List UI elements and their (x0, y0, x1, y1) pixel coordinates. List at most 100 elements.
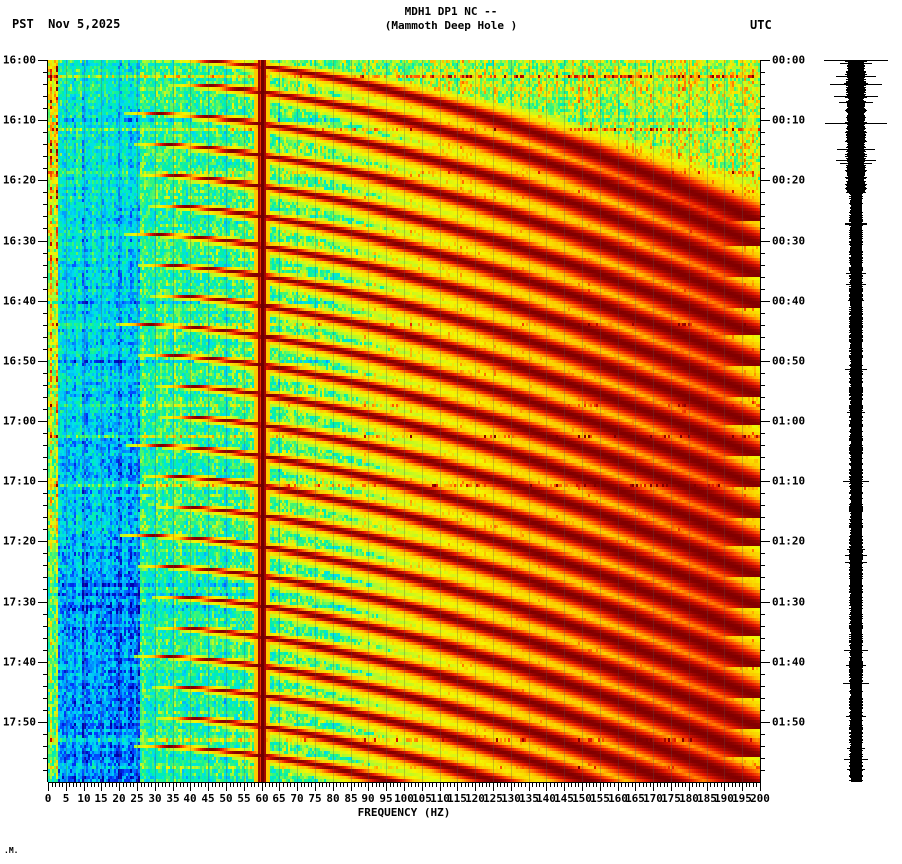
utc-axis-label: 01:20 (772, 534, 806, 548)
frequency-axis-tick (447, 782, 448, 787)
frequency-axis-tick (692, 782, 693, 787)
frequency-axis-tick (397, 782, 398, 787)
frequency-axis-tick (468, 782, 469, 787)
frequency-axis-tick (233, 782, 234, 787)
utc-axis-label: 00:10 (772, 113, 806, 127)
frequency-axis-tick (610, 782, 611, 787)
frequency-axis-label: 25 (130, 792, 144, 805)
frequency-axis-tick (618, 782, 619, 791)
frequency-axis-tick (80, 782, 81, 787)
frequency-axis: 0 5 10 15 20 25 30 35 40 45 50 55 60 65 70 75 80 85 90 95 10… (45, 782, 770, 822)
frequency-axis-tick (596, 782, 597, 787)
utc-axis-minor-tick (760, 565, 765, 566)
frequency-axis-tick (109, 782, 110, 787)
header-bar: PST Nov 5,2025 MDH1 DP1 NC -- (Mammoth D… (0, 0, 902, 52)
frequency-axis-tick (507, 782, 508, 787)
frequency-axis-label: 10 (77, 792, 91, 805)
pst-axis-minor-tick (43, 493, 48, 494)
utc-axis-minor-tick (760, 349, 765, 350)
utc-axis-major-tick (760, 60, 770, 61)
frequency-axis-label: 140 (536, 792, 556, 805)
frequency-axis-tick (721, 782, 722, 787)
frequency-axis-label: 45 (201, 792, 215, 805)
frequency-axis-tick (429, 782, 430, 787)
frequency-axis-tick (436, 782, 437, 787)
frequency-axis-tick (593, 782, 594, 787)
frequency-axis-tick (696, 782, 697, 787)
frequency-axis-tick (91, 782, 92, 787)
utc-axis-minor-tick (760, 734, 765, 735)
frequency-axis-tick (550, 782, 551, 787)
frequency-axis-tick (521, 782, 522, 787)
utc-axis-major-tick (760, 361, 770, 362)
frequency-axis-tick (279, 782, 280, 791)
frequency-axis-tick (472, 782, 473, 787)
utc-axis-minor-tick (760, 614, 765, 615)
pst-axis-minor-tick (43, 553, 48, 554)
frequency-axis-label: 165 (625, 792, 645, 805)
frequency-axis-tick (742, 782, 743, 791)
utc-axis-minor-tick (760, 132, 765, 133)
pst-axis-label: 17:30 (2, 595, 36, 609)
utc-axis-minor-tick (760, 216, 765, 217)
frequency-axis-label: 135 (519, 792, 539, 805)
utc-axis-label: 01:40 (772, 655, 806, 669)
frequency-axis-label: 20 (112, 792, 126, 805)
frequency-axis-tick (319, 782, 320, 787)
frequency-axis-tick (158, 782, 159, 787)
frequency-axis-label: 130 (501, 792, 521, 805)
utc-axis-minor-tick (760, 228, 765, 229)
frequency-axis-tick (365, 782, 366, 787)
frequency-axis-label: 185 (697, 792, 717, 805)
utc-axis-minor-tick (760, 409, 765, 410)
frequency-axis-tick (586, 782, 587, 787)
frequency-axis-tick (290, 782, 291, 787)
utc-axis-minor-tick (760, 746, 765, 747)
frequency-axis-tick (215, 782, 216, 787)
utc-axis-minor-tick (760, 192, 765, 193)
frequency-axis-tick (329, 782, 330, 787)
pst-axis-minor-tick (43, 698, 48, 699)
frequency-axis-tick (578, 782, 579, 787)
frequency-axis-tick (603, 782, 604, 787)
frequency-axis-tick (219, 782, 220, 787)
frequency-axis-label: 95 (379, 792, 393, 805)
pst-axis-minor-tick (43, 710, 48, 711)
utc-time-axis: 00:00 00:10 00:20 00:30 00:40 00:50 01:00 01:10… (760, 54, 820, 782)
frequency-axis-label: 75 (308, 792, 322, 805)
frequency-axis-tick (194, 782, 195, 787)
frequency-axis-tick (59, 782, 60, 787)
utc-axis-minor-tick (760, 84, 765, 85)
pst-axis-minor-tick (43, 325, 48, 326)
pst-axis-minor-tick (43, 457, 48, 458)
frequency-axis-label: 110 (430, 792, 450, 805)
frequency-axis-tick (724, 782, 725, 791)
frequency-axis-tick (361, 782, 362, 787)
pst-axis-minor-tick (43, 228, 48, 229)
frequency-axis-tick (48, 782, 49, 791)
frequency-axis-tick (123, 782, 124, 787)
pst-axis-minor-tick (43, 289, 48, 290)
frequency-axis-tick (333, 782, 334, 791)
corner-mark: .M. (4, 846, 19, 855)
spectrogram-image (48, 60, 760, 782)
utc-axis-minor-tick (760, 469, 765, 470)
utc-axis-minor-tick (760, 325, 765, 326)
frequency-axis-tick (646, 782, 647, 787)
frequency-axis-label: 195 (732, 792, 752, 805)
utc-axis-major-tick (760, 421, 770, 422)
frequency-axis-tick (600, 782, 601, 791)
frequency-axis-label: 90 (361, 792, 375, 805)
frequency-axis-tick (98, 782, 99, 787)
frequency-axis-label: 180 (679, 792, 699, 805)
utc-axis-minor-tick (760, 96, 765, 97)
frequency-axis-label: 40 (183, 792, 197, 805)
pst-axis-label: 16:00 (2, 53, 36, 67)
frequency-axis-tick (144, 782, 145, 787)
frequency-axis-tick (169, 782, 170, 787)
pst-axis-major-tick (38, 541, 48, 542)
frequency-axis-tick (493, 782, 494, 791)
utc-axis-label: 00:40 (772, 294, 806, 308)
frequency-axis-tick (354, 782, 355, 787)
frequency-axis-tick (336, 782, 337, 787)
